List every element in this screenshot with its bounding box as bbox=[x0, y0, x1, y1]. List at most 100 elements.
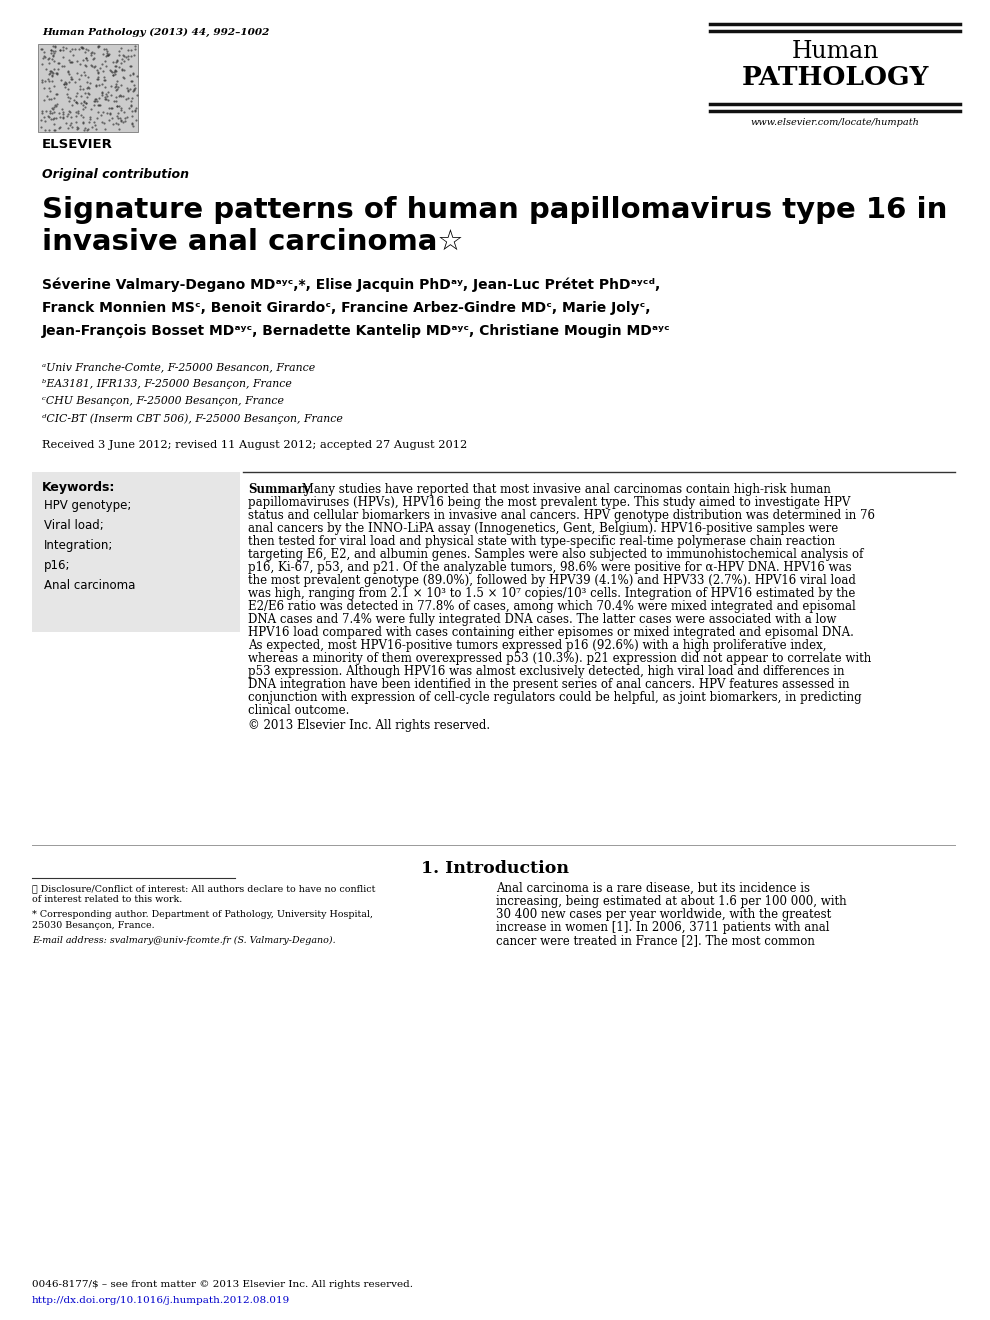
Point bbox=[124, 106, 140, 127]
Text: invasive anal carcinoma☆: invasive anal carcinoma☆ bbox=[42, 228, 463, 256]
Point bbox=[46, 114, 61, 135]
Text: HPV16 load compared with cases containing either episomes or mixed integrated an: HPV16 load compared with cases containin… bbox=[248, 626, 853, 639]
Point bbox=[37, 71, 52, 92]
Point bbox=[45, 108, 60, 129]
Point bbox=[116, 50, 132, 71]
Point bbox=[84, 41, 100, 62]
Point bbox=[112, 84, 128, 106]
Point bbox=[101, 44, 117, 65]
Point bbox=[78, 48, 94, 69]
Point bbox=[64, 69, 80, 90]
Text: papillomaviruses (HPVs), HPV16 being the most prevalent type. This study aimed t: papillomaviruses (HPVs), HPV16 being the… bbox=[248, 496, 850, 510]
Text: p16;: p16; bbox=[44, 558, 70, 572]
Point bbox=[109, 70, 125, 91]
Point bbox=[47, 58, 62, 79]
Point bbox=[109, 55, 125, 77]
Point bbox=[75, 78, 91, 99]
Point bbox=[97, 70, 113, 91]
Point bbox=[89, 59, 105, 81]
Point bbox=[59, 61, 75, 82]
Point bbox=[126, 74, 142, 95]
Point bbox=[50, 53, 66, 74]
Point bbox=[44, 66, 59, 87]
Point bbox=[86, 112, 102, 133]
Point bbox=[109, 106, 125, 127]
Text: E-mail address: svalmary@univ-fcomte.fr (S. Valmary-Degano).: E-mail address: svalmary@univ-fcomte.fr … bbox=[32, 936, 336, 945]
Point bbox=[106, 91, 122, 112]
Point bbox=[87, 115, 103, 136]
Point bbox=[98, 38, 114, 59]
Point bbox=[107, 63, 123, 84]
Point bbox=[125, 63, 141, 84]
Point bbox=[54, 104, 70, 125]
Point bbox=[87, 55, 103, 77]
Point bbox=[70, 102, 86, 123]
Point bbox=[124, 40, 140, 61]
Point bbox=[67, 71, 83, 92]
Point bbox=[113, 51, 129, 73]
Point bbox=[116, 102, 132, 123]
Point bbox=[86, 57, 102, 78]
Text: DNA cases and 7.4% were fully integrated DNA cases. The latter cases were associ: DNA cases and 7.4% were fully integrated… bbox=[248, 612, 837, 626]
Text: Many studies have reported that most invasive anal carcinomas contain high-risk : Many studies have reported that most inv… bbox=[298, 483, 831, 496]
Point bbox=[76, 90, 92, 111]
Point bbox=[54, 98, 70, 119]
Point bbox=[108, 86, 124, 107]
Point bbox=[60, 117, 76, 139]
Point bbox=[68, 92, 84, 114]
Point bbox=[109, 78, 125, 99]
Point bbox=[94, 104, 110, 125]
Text: E2/E6 ratio was detected in 77.8% of cases, among which 70.4% were mixed integra: E2/E6 ratio was detected in 77.8% of cas… bbox=[248, 601, 855, 612]
Text: the most prevalent genotype (89.0%), followed by HPV39 (4.1%) and HPV33 (2.7%). : the most prevalent genotype (89.0%), fol… bbox=[248, 574, 856, 587]
Point bbox=[102, 59, 118, 81]
Point bbox=[115, 112, 131, 133]
Point bbox=[116, 45, 132, 66]
Point bbox=[73, 36, 89, 57]
Point bbox=[96, 69, 112, 90]
Point bbox=[35, 53, 50, 74]
Point bbox=[67, 84, 83, 106]
Text: As expected, most HPV16-positive tumors expressed p16 (92.6%) with a high prolif: As expected, most HPV16-positive tumors … bbox=[248, 639, 827, 652]
Point bbox=[44, 40, 59, 61]
Point bbox=[64, 94, 80, 115]
Point bbox=[106, 65, 122, 86]
Text: http://dx.doi.org/10.1016/j.humpath.2012.08.019: http://dx.doi.org/10.1016/j.humpath.2012… bbox=[32, 1296, 290, 1305]
Text: ᵃUniv Franche-Comte, F-25000 Besancon, France: ᵃUniv Franche-Comte, F-25000 Besancon, F… bbox=[42, 362, 315, 372]
Point bbox=[51, 40, 67, 61]
Point bbox=[108, 61, 124, 82]
Point bbox=[102, 104, 118, 125]
Point bbox=[43, 108, 58, 129]
Point bbox=[41, 88, 56, 110]
Point bbox=[123, 65, 139, 86]
Point bbox=[78, 38, 94, 59]
Point bbox=[110, 103, 126, 124]
Point bbox=[34, 38, 50, 59]
Point bbox=[129, 66, 145, 87]
Point bbox=[108, 112, 124, 133]
Point bbox=[47, 42, 62, 63]
Point bbox=[109, 95, 125, 116]
Point bbox=[34, 70, 50, 91]
Point bbox=[46, 50, 61, 71]
Point bbox=[120, 48, 136, 69]
Point bbox=[75, 49, 91, 70]
Point bbox=[103, 75, 119, 96]
Point bbox=[34, 100, 50, 121]
Point bbox=[83, 45, 99, 66]
Point bbox=[49, 107, 64, 128]
Point bbox=[114, 59, 130, 81]
Point bbox=[116, 66, 132, 87]
Point bbox=[111, 57, 127, 78]
Point bbox=[101, 98, 117, 119]
Point bbox=[37, 107, 52, 128]
Point bbox=[80, 40, 96, 61]
Point bbox=[114, 99, 130, 120]
Point bbox=[123, 55, 139, 77]
Point bbox=[68, 91, 84, 112]
Point bbox=[122, 78, 138, 99]
Text: Signature patterns of human papillomavirus type 16 in: Signature patterns of human papillomavir… bbox=[42, 195, 947, 224]
Text: Received 3 June 2012; revised 11 August 2012; accepted 27 August 2012: Received 3 June 2012; revised 11 August … bbox=[42, 440, 467, 450]
Point bbox=[35, 48, 50, 69]
Point bbox=[43, 100, 58, 121]
Point bbox=[38, 111, 53, 132]
